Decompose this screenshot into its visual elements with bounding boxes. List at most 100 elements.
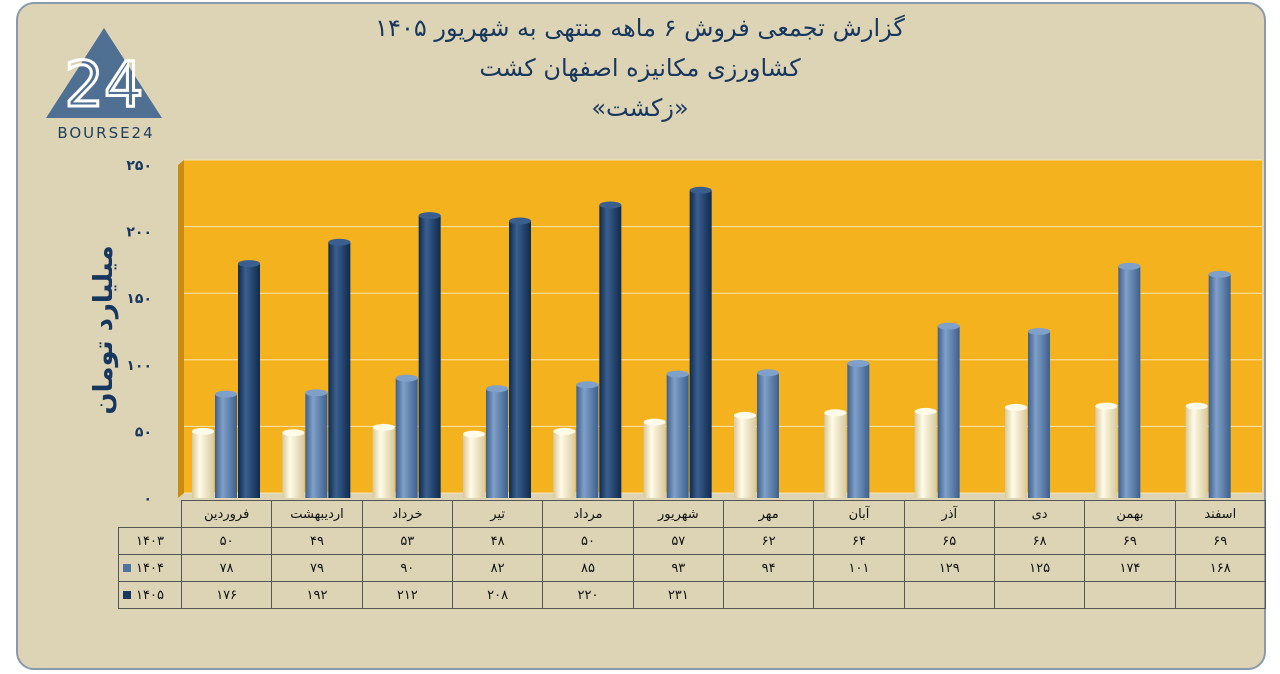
data-label: ۴۸ (451, 527, 544, 555)
data-label (722, 581, 815, 609)
bar-cap (757, 369, 779, 377)
bar-cap (847, 359, 870, 367)
bar-cap (734, 411, 756, 419)
data-label: ۲۰۸ (451, 581, 544, 609)
bar (643, 422, 666, 498)
data-label: ۶۹ (1174, 527, 1266, 555)
bar (553, 431, 576, 498)
legend-swatch (123, 564, 131, 572)
bar-cap (576, 381, 599, 389)
category-label: آذر (903, 500, 995, 528)
legend-entry: ۱۴۰۵ (118, 581, 182, 609)
bar (824, 412, 847, 498)
data-label: ۲۱۲ (361, 581, 453, 609)
data-label: ۲۳۱ (632, 581, 724, 609)
bar (463, 434, 485, 498)
bar (1208, 274, 1231, 498)
data-label: ۱۹۲ (271, 581, 363, 609)
bar (1118, 266, 1141, 498)
category-label: شهریور (632, 500, 724, 528)
category-label: دی (993, 500, 1086, 528)
data-label: ۶۵ (903, 527, 995, 555)
bar-cap (418, 212, 441, 220)
bar-cap (486, 385, 508, 393)
plot-side-wall (178, 160, 184, 498)
y-tick-label: ۲۰۰ (126, 225, 152, 241)
bar-cap (599, 201, 622, 209)
data-label: ۱۲۹ (903, 554, 995, 582)
bar-cap (192, 427, 214, 435)
logo-mark: 24 (65, 48, 144, 121)
data-label: ۸۵ (542, 554, 634, 582)
bar (666, 374, 689, 498)
bar (238, 263, 260, 498)
legend-label: ۱۴۰۴ (136, 560, 164, 576)
chart-title-line-1: گزارش تجمعی فروش ۶ ماهه منتهی به شهریور … (375, 14, 905, 42)
bar (486, 388, 508, 498)
bar (576, 384, 599, 498)
category-label: فروردین (180, 500, 273, 528)
data-label: ۱۷۶ (180, 581, 273, 609)
data-label: ۷۹ (271, 554, 363, 582)
category-label: اردیبهشت (271, 500, 363, 528)
y-tick-label: ۱۵۰ (126, 291, 152, 307)
bar (509, 220, 531, 498)
bourse24-logo: 24 (46, 26, 166, 156)
bar-cap (305, 389, 328, 397)
bar (418, 215, 441, 498)
data-label: ۹۴ (722, 554, 815, 582)
bar-cap (463, 430, 485, 438)
bar-cap (824, 409, 847, 417)
bar (599, 204, 622, 498)
category-label: مرداد (542, 500, 634, 528)
legend-swatch (123, 537, 131, 545)
data-label: ۹۳ (632, 554, 724, 582)
data-label: ۷۸ (180, 554, 273, 582)
data-label: ۱۰۱ (813, 554, 905, 582)
bar (689, 190, 712, 499)
bar (1028, 331, 1050, 498)
bar-cap (282, 429, 305, 437)
bar-cap (328, 238, 351, 246)
bar-cap (1118, 262, 1141, 270)
bar (305, 392, 328, 498)
data-label: ۶۴ (813, 527, 905, 555)
category-label: آبان (813, 500, 905, 528)
legend-entry: ۱۴۰۳ (118, 527, 182, 555)
bar (215, 394, 237, 498)
bar-cap (1208, 270, 1231, 278)
bar-cap (937, 322, 960, 330)
bar-cap (689, 186, 712, 194)
data-label: ۵۰ (180, 527, 273, 555)
y-tick-label: ۰ (143, 491, 152, 507)
bar-cap (238, 260, 260, 268)
chart-title-line-3: «زکشت» (591, 94, 689, 122)
y-axis-label: میلیارد تومان (89, 245, 119, 414)
bar-cap (372, 423, 395, 431)
bar-cap (643, 418, 666, 426)
table-corner (119, 501, 182, 528)
data-label: ۵۷ (632, 527, 724, 555)
data-label: ۱۷۴ (1084, 554, 1176, 582)
data-label (993, 581, 1086, 609)
bar (192, 431, 214, 498)
data-table: فروردین اردیبهشت خرداد تیر مرداد شهریور مهر آبا… (118, 500, 1266, 609)
category-label: تیر (451, 500, 544, 528)
chart-title-line-2: کشاورزی مکانیزه اصفهان کشت (479, 54, 801, 82)
data-label (1084, 581, 1176, 609)
bar (734, 415, 756, 498)
plot-area (184, 160, 1262, 493)
bar (757, 372, 779, 498)
legend-swatch (123, 591, 131, 599)
data-label (903, 581, 995, 609)
bar (372, 427, 395, 498)
bar (328, 242, 351, 498)
legend-label: ۱۴۰۵ (136, 587, 164, 603)
data-label: ۶۹ (1084, 527, 1176, 555)
data-label: ۱۶۸ (1174, 554, 1266, 582)
category-label: بهمن (1084, 500, 1176, 528)
bar-cap (666, 370, 689, 378)
bar-cap (553, 427, 576, 435)
bar-cap (1095, 402, 1118, 410)
